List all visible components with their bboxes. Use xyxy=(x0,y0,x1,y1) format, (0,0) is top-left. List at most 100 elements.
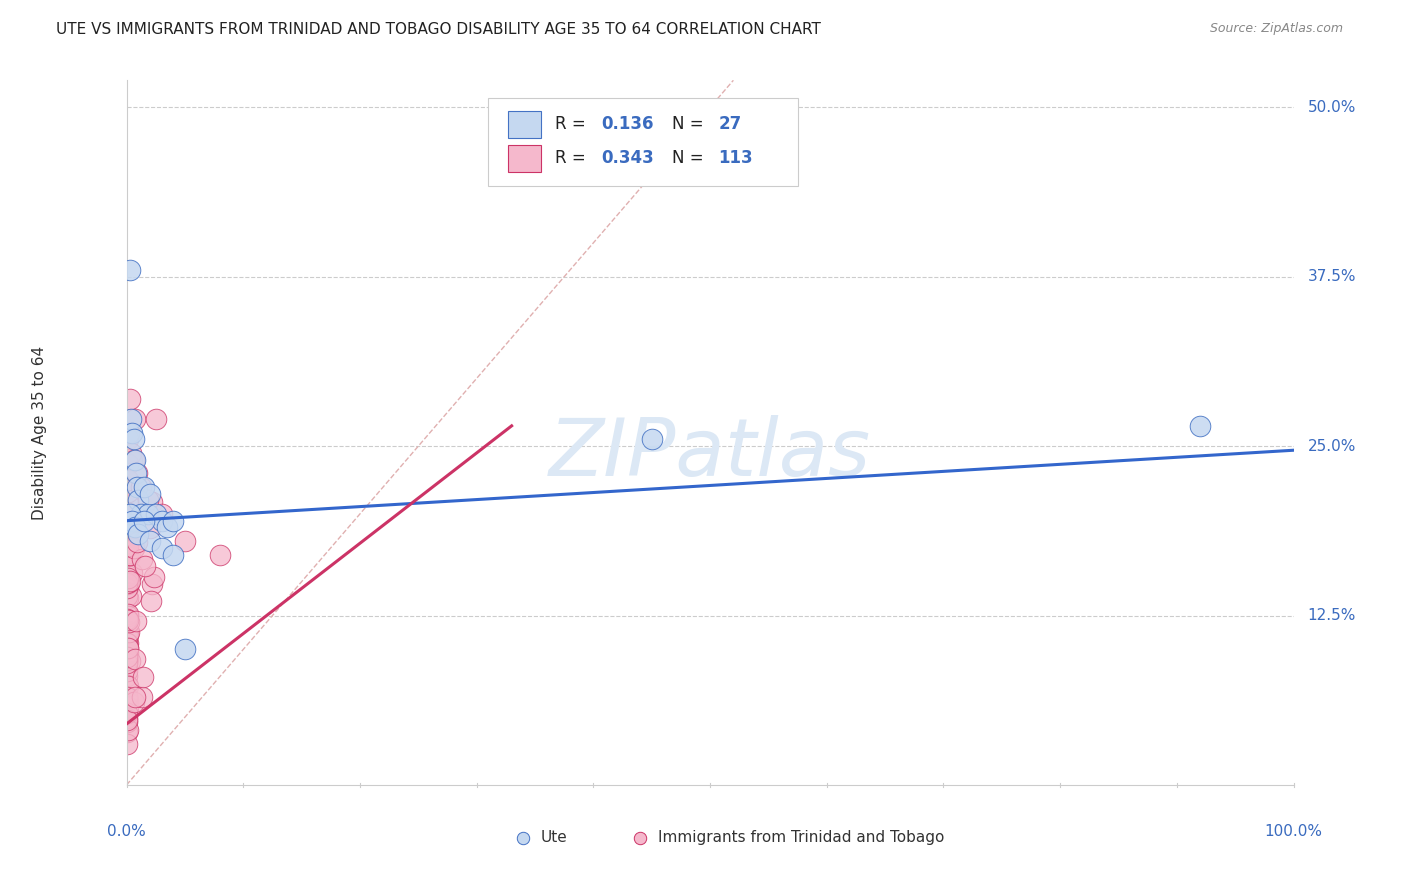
Point xyxy=(115,725,138,739)
Text: 0.0%: 0.0% xyxy=(107,823,146,838)
Point xyxy=(117,433,139,447)
Point xyxy=(115,664,138,678)
Point xyxy=(122,695,145,709)
Point xyxy=(115,548,138,562)
Text: Source: ZipAtlas.com: Source: ZipAtlas.com xyxy=(1209,22,1343,36)
Point xyxy=(150,514,173,528)
Point xyxy=(115,480,138,494)
Point xyxy=(141,594,163,608)
Text: 100.0%: 100.0% xyxy=(1264,823,1323,838)
Point xyxy=(117,523,139,537)
Text: 27: 27 xyxy=(718,115,741,133)
Point xyxy=(122,433,145,447)
Point xyxy=(120,412,142,426)
Point xyxy=(121,425,143,440)
Text: 50.0%: 50.0% xyxy=(1308,100,1355,115)
Point xyxy=(115,656,138,670)
Point xyxy=(124,520,146,534)
Point xyxy=(115,582,138,596)
Point xyxy=(115,505,138,519)
Text: R =: R = xyxy=(555,115,585,133)
Point xyxy=(115,689,138,703)
Point xyxy=(1189,418,1212,433)
Point xyxy=(117,494,139,508)
Point xyxy=(117,723,139,738)
Point xyxy=(641,433,664,447)
Point xyxy=(117,589,139,603)
Point xyxy=(141,577,163,591)
Point xyxy=(125,480,148,494)
Point xyxy=(117,515,139,529)
Point xyxy=(115,635,138,649)
Point xyxy=(117,526,139,541)
Text: UTE VS IMMIGRANTS FROM TRINIDAD AND TOBAGO DISABILITY AGE 35 TO 64 CORRELATION C: UTE VS IMMIGRANTS FROM TRINIDAD AND TOBA… xyxy=(56,22,821,37)
Point xyxy=(115,612,138,626)
Text: 25.0%: 25.0% xyxy=(1308,439,1355,454)
Point xyxy=(127,527,149,541)
Point xyxy=(117,607,139,621)
Point xyxy=(115,636,138,650)
Point xyxy=(115,524,138,538)
Point xyxy=(115,714,138,729)
Text: 0.136: 0.136 xyxy=(602,115,654,133)
Point xyxy=(120,590,142,604)
Point xyxy=(117,678,139,692)
Point xyxy=(141,494,163,508)
Point xyxy=(117,636,139,650)
Point xyxy=(125,467,148,481)
Point xyxy=(145,507,167,521)
Point xyxy=(117,624,139,638)
Point xyxy=(115,713,138,727)
Point xyxy=(129,480,152,494)
Point xyxy=(145,412,167,426)
Point xyxy=(117,537,139,551)
Point xyxy=(124,652,146,666)
Point xyxy=(131,690,153,705)
Point xyxy=(174,642,197,657)
Point xyxy=(122,452,145,467)
Text: N =: N = xyxy=(672,149,703,167)
Text: Ute: Ute xyxy=(541,830,568,846)
Point xyxy=(118,654,141,668)
Point xyxy=(117,535,139,549)
Point xyxy=(115,529,138,543)
Point xyxy=(117,484,139,499)
Point xyxy=(117,691,139,706)
Point xyxy=(117,694,139,708)
Point xyxy=(115,707,138,722)
Point xyxy=(117,650,139,665)
Point xyxy=(115,576,138,591)
FancyBboxPatch shape xyxy=(488,98,797,186)
Point xyxy=(117,613,139,627)
Point xyxy=(118,548,141,562)
Text: 12.5%: 12.5% xyxy=(1308,608,1355,624)
Text: 0.343: 0.343 xyxy=(602,149,654,167)
Point xyxy=(115,576,138,591)
Point xyxy=(117,573,139,587)
Point xyxy=(115,541,138,555)
Point xyxy=(131,551,153,566)
Point xyxy=(132,670,155,684)
Point xyxy=(118,615,141,630)
Point xyxy=(117,473,139,487)
Point xyxy=(628,880,651,892)
Point xyxy=(118,507,141,521)
Text: ZIPatlas: ZIPatlas xyxy=(548,415,872,492)
Point xyxy=(117,591,139,606)
Point xyxy=(121,454,143,468)
Point xyxy=(117,640,139,654)
Point xyxy=(115,690,138,704)
Point xyxy=(117,458,139,472)
Point xyxy=(117,539,139,553)
Bar xyxy=(508,145,541,172)
Point xyxy=(118,392,141,406)
Text: Immigrants from Trinidad and Tobago: Immigrants from Trinidad and Tobago xyxy=(658,830,943,846)
Point xyxy=(117,481,139,495)
Point xyxy=(127,493,149,508)
Point xyxy=(117,628,139,642)
Point xyxy=(125,535,148,549)
Point xyxy=(115,711,138,725)
Point xyxy=(117,609,139,624)
Point xyxy=(117,572,139,586)
Point xyxy=(117,458,139,472)
